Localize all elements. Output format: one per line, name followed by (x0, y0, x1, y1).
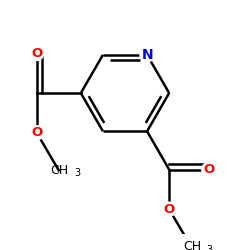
Circle shape (140, 48, 154, 62)
Text: CH: CH (183, 240, 201, 250)
Circle shape (30, 126, 44, 140)
Circle shape (162, 202, 176, 216)
Text: O: O (203, 163, 214, 176)
Text: O: O (31, 126, 42, 139)
Text: O: O (31, 47, 42, 60)
Text: O: O (164, 203, 175, 216)
Text: 3: 3 (207, 245, 213, 250)
Text: CH: CH (50, 164, 68, 177)
Text: N: N (141, 48, 153, 62)
Circle shape (30, 46, 44, 60)
Circle shape (202, 162, 216, 176)
Text: 3: 3 (74, 168, 80, 178)
